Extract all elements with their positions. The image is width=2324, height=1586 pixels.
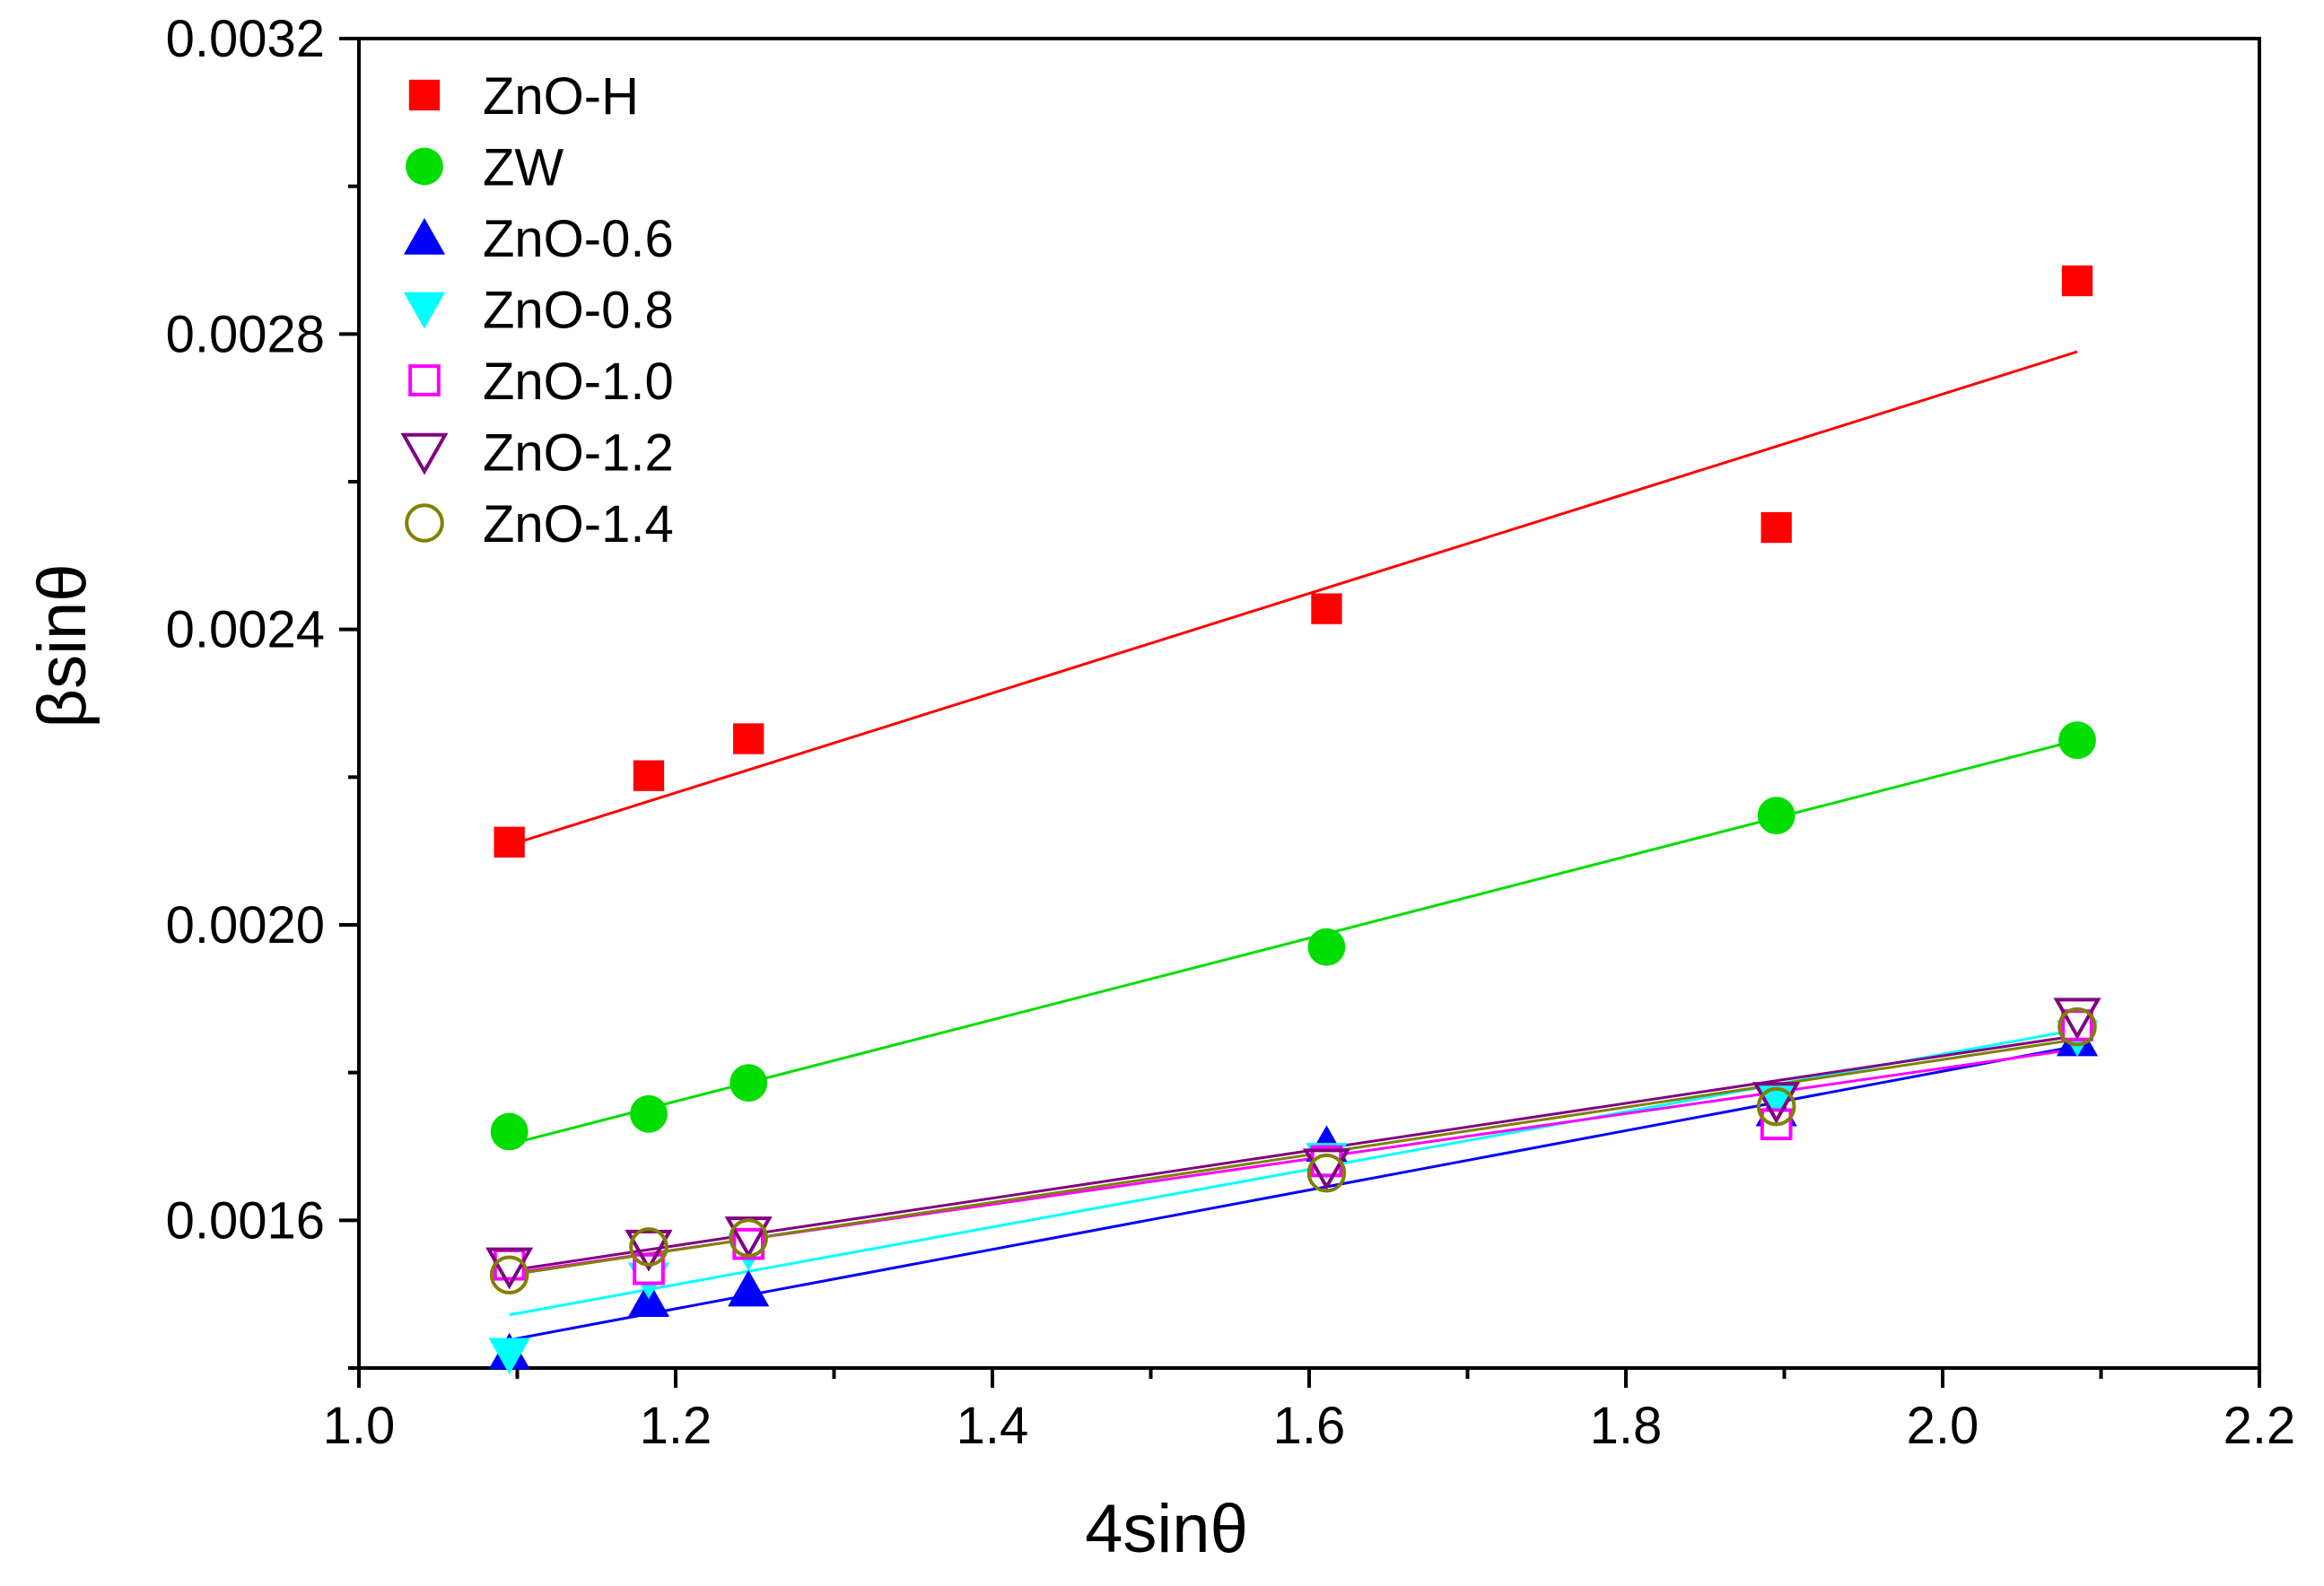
y-tick-label: 0.0016: [166, 1191, 325, 1250]
point-zno-1-2: [625, 1229, 673, 1272]
point-zno-h: [2061, 265, 2093, 297]
fit-line-zw: [509, 738, 2078, 1146]
fit-lines: [509, 350, 2078, 1342]
x-tick-label: 1.8: [1590, 1397, 1663, 1455]
point-zno-1-4: [2058, 1006, 2097, 1047]
point-zno-h: [494, 826, 525, 858]
legend-label-zno-1-0: ZnO-1.0: [483, 353, 674, 411]
point-zno-0-6: [728, 1269, 770, 1307]
x-tick-label: 1.6: [1273, 1397, 1346, 1455]
point-zno-1-4: [729, 1218, 768, 1258]
x-tick-label: 1.4: [957, 1397, 1029, 1455]
legend-marker-zno-1-0: [408, 364, 441, 396]
legend-label-zno-0-8: ZnO-0.8: [483, 282, 674, 340]
legend-marker-zno-0-6: [403, 218, 446, 255]
legend-marker-zno-0-8: [403, 292, 446, 329]
point-zno-1-0: [493, 1248, 526, 1281]
legend-label-zw: ZW: [483, 139, 564, 197]
x-axis-title: 4sinθ: [1085, 1491, 1248, 1567]
point-zno-0-8: [488, 1338, 530, 1375]
point-zno-h: [633, 760, 665, 791]
point-zno-1-4: [1306, 1153, 1347, 1193]
point-zw: [730, 1064, 768, 1102]
fit-line-zno-0-6: [509, 1044, 2078, 1342]
legend-label-zno-1-4: ZnO-1.4: [483, 495, 674, 553]
fit-line-zno-h: [509, 350, 2078, 847]
y-tick-label: 0.0020: [166, 896, 325, 954]
point-zno-h: [1311, 593, 1342, 624]
point-zno-h: [733, 723, 764, 754]
point-zw: [630, 1094, 668, 1133]
legend-label-zno-h: ZnO-H: [483, 67, 639, 126]
axis-ticks: 1.0 1.2 1.4 1.6 1.8 2.0 2.2 0.0016 0.0020 0.0024 0…: [166, 10, 2296, 1455]
legend-marker-zw: [406, 147, 443, 186]
fit-line-zno-1-2: [509, 1034, 2078, 1272]
x-tick-label: 2.0: [1907, 1397, 1979, 1455]
point-zno-1-4: [489, 1255, 529, 1295]
x-tick-label: 1.2: [640, 1397, 712, 1455]
y-tick-label: 0.0028: [166, 305, 325, 363]
fit-line-zno-1-4: [509, 1038, 2078, 1277]
x-tick-label: 1.0: [323, 1397, 396, 1455]
legend-label-zno-0-6: ZnO-0.6: [483, 210, 674, 268]
legend-marker-zno-1-4: [405, 503, 444, 543]
point-zw: [2058, 721, 2096, 760]
point-zno-1-2: [485, 1247, 534, 1290]
legend-marker-zno-1-2: [400, 432, 449, 475]
point-zno-1-4: [629, 1227, 668, 1267]
point-zno-h: [1760, 511, 1792, 544]
point-zw: [1757, 797, 1795, 835]
x-tick-label: 2.2: [2224, 1397, 2296, 1455]
y-tick-label: 0.0024: [166, 601, 325, 659]
point-zno-1-2: [1302, 1148, 1350, 1191]
data-markers: [485, 265, 2101, 1375]
legend: ZnO-H ZW ZnO-0.6 ZnO-0.8 ZnO-1.0 ZnO-1.2 ZnO-1…: [400, 67, 674, 553]
point-zno-1-2: [1752, 1082, 1801, 1125]
point-zno-1-0: [2061, 1009, 2093, 1041]
y-axis-title: βsinθ: [24, 563, 100, 728]
legend-label-zno-1-2: ZnO-1.2: [483, 424, 674, 483]
y-tick-label: 0.0032: [166, 10, 325, 68]
point-zno-1-2: [2053, 998, 2101, 1041]
point-zw: [1307, 928, 1346, 966]
point-zw: [490, 1112, 529, 1151]
point-zno-1-4: [1756, 1086, 1796, 1127]
legend-marker-zno-h: [408, 79, 441, 111]
point-zno-1-2: [724, 1216, 773, 1259]
